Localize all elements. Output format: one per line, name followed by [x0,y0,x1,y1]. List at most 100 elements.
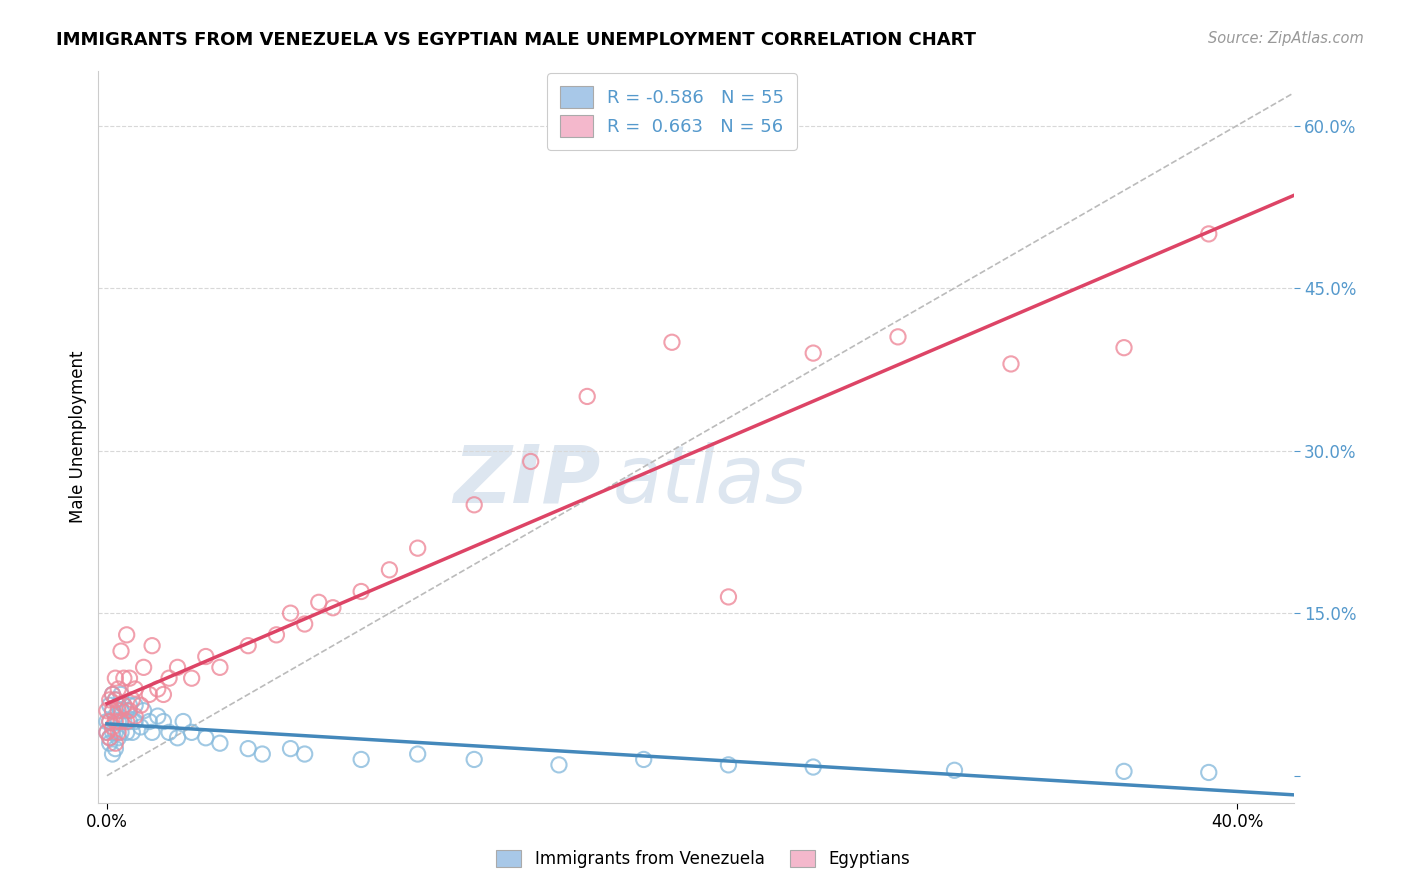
Point [96,725,118,739]
Point [633,752,655,766]
Point [96,704,118,718]
Point [548,757,571,772]
Point [129,720,152,734]
Point [180,671,202,685]
Point [112,714,135,729]
Point [294,617,316,632]
Point [104,693,127,707]
Point [112,698,135,713]
Point [463,752,485,766]
Point [110,688,132,702]
Point [98,736,121,750]
Point [124,681,146,696]
Point [101,704,124,718]
Legend: Immigrants from Venezuela, Egyptians: Immigrants from Venezuela, Egyptians [489,843,917,875]
Point [661,335,683,350]
Point [107,681,129,696]
Point [107,725,129,739]
Point [157,725,180,739]
Point [96,714,118,729]
Point [118,698,141,713]
Point [208,660,231,674]
Point [138,714,160,729]
Point [238,741,260,756]
Point [350,584,373,599]
Point [378,563,401,577]
Point [118,714,141,729]
Text: atlas: atlas [613,442,807,520]
Point [166,731,188,745]
Point [104,725,127,739]
Point [943,764,966,778]
Point [1112,341,1135,355]
Point [98,693,121,707]
Point [115,628,138,642]
Point [576,389,599,403]
Point [1198,227,1220,241]
Point [104,709,127,723]
Point [141,639,163,653]
Point [110,644,132,658]
Point [280,606,302,620]
Text: ZIP: ZIP [453,442,600,520]
Text: Source: ZipAtlas.com: Source: ZipAtlas.com [1208,31,1364,46]
Point [98,714,121,729]
Point [132,704,155,718]
Point [157,671,180,685]
Point [98,698,121,713]
Point [98,714,121,729]
Point [801,760,824,774]
Point [101,704,124,718]
Point [129,698,152,713]
Point [107,731,129,745]
Point [266,628,288,642]
Point [463,498,485,512]
Point [124,698,146,713]
Point [115,704,138,718]
Point [194,649,217,664]
Point [110,725,132,739]
Point [112,698,135,713]
Legend: R = -0.586   N = 55, R =  0.663   N = 56: R = -0.586 N = 55, R = 0.663 N = 56 [547,73,797,150]
Point [238,639,260,653]
Point [104,714,127,729]
Point [115,725,138,739]
Point [1198,765,1220,780]
Point [104,671,127,685]
Point [717,757,740,772]
Point [146,681,169,696]
Point [107,704,129,718]
Point [180,725,202,739]
Point [280,741,302,756]
Point [118,671,141,685]
Point [172,714,194,729]
Point [166,660,188,674]
Point [138,688,160,702]
Point [107,698,129,713]
Point [101,725,124,739]
Point [208,736,231,750]
Point [717,590,740,604]
Point [101,688,124,702]
Point [406,541,429,556]
Y-axis label: Male Unemployment: Male Unemployment [69,351,87,524]
Point [112,671,135,685]
Point [101,747,124,761]
Point [121,693,143,707]
Point [98,731,121,745]
Point [252,747,274,761]
Point [110,704,132,718]
Point [194,731,217,745]
Point [101,688,124,702]
Point [115,714,138,729]
Point [887,330,910,344]
Point [118,704,141,718]
Point [152,688,174,702]
Point [107,714,129,729]
Point [98,731,121,745]
Point [1112,764,1135,779]
Point [519,454,541,468]
Text: IMMIGRANTS FROM VENEZUELA VS EGYPTIAN MALE UNEMPLOYMENT CORRELATION CHART: IMMIGRANTS FROM VENEZUELA VS EGYPTIAN MA… [56,31,976,49]
Point [101,720,124,734]
Point [132,660,155,674]
